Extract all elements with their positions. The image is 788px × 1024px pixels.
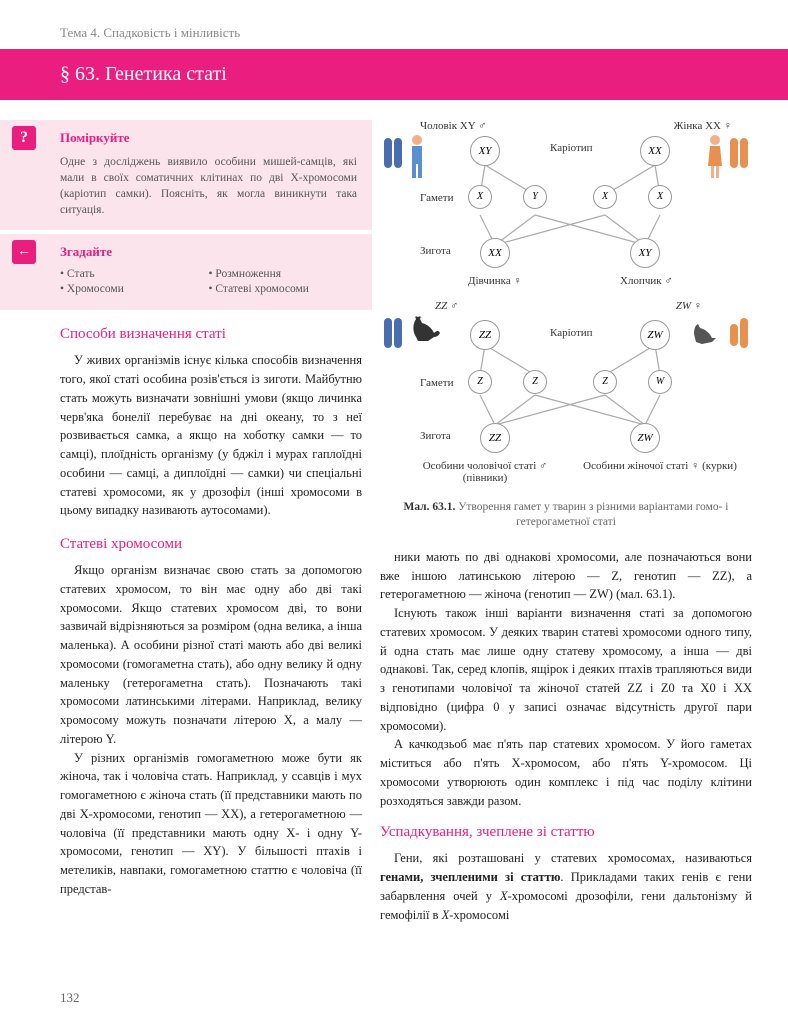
boy-label: Хлопчик ♂ <box>620 275 673 287</box>
body-paragraph: У різних організмів гомогаметною може бу… <box>0 749 372 899</box>
chromosome-icon <box>740 318 748 348</box>
karyotype-label: Каріотип <box>550 327 593 339</box>
section-title: § 63. Генетика статі <box>60 63 227 85</box>
recall-heading: ← Згадайте <box>60 244 357 260</box>
inheritance-diagram: Чоловік XY ♂ Жінка XX ♀ <box>380 120 752 500</box>
girl-label: Дівчинка ♀ <box>468 275 522 287</box>
node-z: Z <box>468 370 492 394</box>
chromosome-icon <box>740 138 748 168</box>
node-x: X <box>648 185 672 209</box>
think-box: ? Поміркуйте Одне з досліджень виявило о… <box>0 120 372 230</box>
figure-caption: Мал. 63.1. Утворення гамет у тварин з рі… <box>380 500 752 530</box>
node-x: X <box>593 185 617 209</box>
zygote-label: Зигота <box>420 245 451 257</box>
arrow-icon: ← <box>12 240 36 264</box>
male-birds-label: Особини чоловічої статі ♂ (півники) <box>405 460 565 484</box>
recall-item: • Стать <box>60 268 209 280</box>
recall-item: • Статеві хромосоми <box>209 283 358 295</box>
chromosome-icon <box>384 138 392 168</box>
chromosome-icon <box>394 138 402 168</box>
node-zw: ZW <box>630 423 660 453</box>
body-paragraph: Існують також інші варіанти визначення с… <box>380 604 752 735</box>
gametes-label: Гамети <box>420 192 454 204</box>
body-paragraph: А качкодзьоб має п'ять пар статевих хром… <box>380 735 752 810</box>
think-text: Одне з досліджень виявило особини мишей-… <box>60 154 357 218</box>
subheading-inheritance: Успадкування, зчеплене зі статтю <box>380 824 752 841</box>
node-z: Z <box>523 370 547 394</box>
body-paragraph: ники мають по дві однакові хромосоми, ал… <box>380 548 752 604</box>
female-birds-label: Особини жіночої статі ♀ (курки) <box>575 460 745 472</box>
content-area: ? Поміркуйте Одне з досліджень виявило о… <box>0 120 788 924</box>
recall-list: • Стать • Хромосоми • Розмноження • Стат… <box>60 268 357 298</box>
rooster-icon <box>408 315 444 345</box>
think-heading: ? Поміркуйте <box>60 130 357 146</box>
figure-text: Утворення гамет у тварин з різними варіа… <box>455 501 728 528</box>
recall-item: • Розмноження <box>209 268 358 280</box>
chromosome-icon <box>730 324 738 346</box>
zygote-label: Зигота <box>420 430 451 442</box>
gametes-label: Гамети <box>420 377 454 389</box>
chapter-title: Тема 4. Спадковість і мінливість <box>60 25 240 40</box>
node-xy: XY <box>630 238 660 268</box>
node-zw: ZW <box>640 320 670 350</box>
hen-icon <box>688 318 724 348</box>
chromosome-icon <box>384 318 392 348</box>
section-banner: § 63. Генетика статі <box>0 49 788 100</box>
page-number: 132 <box>60 990 80 1006</box>
node-x: X <box>468 185 492 209</box>
chromosome-icon <box>394 318 402 348</box>
male-label: Чоловік XY ♂ <box>420 120 486 132</box>
chromosome-icon <box>730 138 738 168</box>
node-xx: XX <box>480 238 510 268</box>
female-human-icon <box>706 134 724 178</box>
node-y: Y <box>523 185 547 209</box>
node-w: W <box>648 370 672 394</box>
subheading-chromosomes: Статеві хромосоми <box>60 536 372 553</box>
figure-number: Мал. 63.1. <box>403 501 455 513</box>
chapter-header: Тема 4. Спадковість і мінливість <box>0 0 788 49</box>
recall-box: ← Згадайте • Стать • Хромосоми • Розмнож… <box>0 234 372 310</box>
node-zz: ZZ <box>480 423 510 453</box>
subheading-methods: Способи визначення статі <box>60 326 372 343</box>
karyotype-label: Каріотип <box>550 142 593 154</box>
recall-item: • Хромосоми <box>60 283 209 295</box>
hen-label: ZW ♀ <box>676 300 702 312</box>
node-xx: XX <box>640 136 670 166</box>
node-z: Z <box>593 370 617 394</box>
node-zz: ZZ <box>470 320 500 350</box>
body-paragraph: У живих організмів існує кілька способів… <box>0 351 372 520</box>
rooster-label: ZZ ♂ <box>435 300 458 312</box>
question-icon: ? <box>12 126 36 150</box>
left-column: ? Поміркуйте Одне з досліджень виявило о… <box>0 120 372 924</box>
body-paragraph: Гени, які розташовані у статевих хромосо… <box>380 849 752 924</box>
male-human-icon <box>408 134 426 178</box>
female-label: Жінка XX ♀ <box>674 120 733 132</box>
body-paragraph: Якщо організм визначає свою стать за доп… <box>0 561 372 749</box>
right-column: Чоловік XY ♂ Жінка XX ♀ <box>372 120 752 924</box>
node-xy: XY <box>470 136 500 166</box>
